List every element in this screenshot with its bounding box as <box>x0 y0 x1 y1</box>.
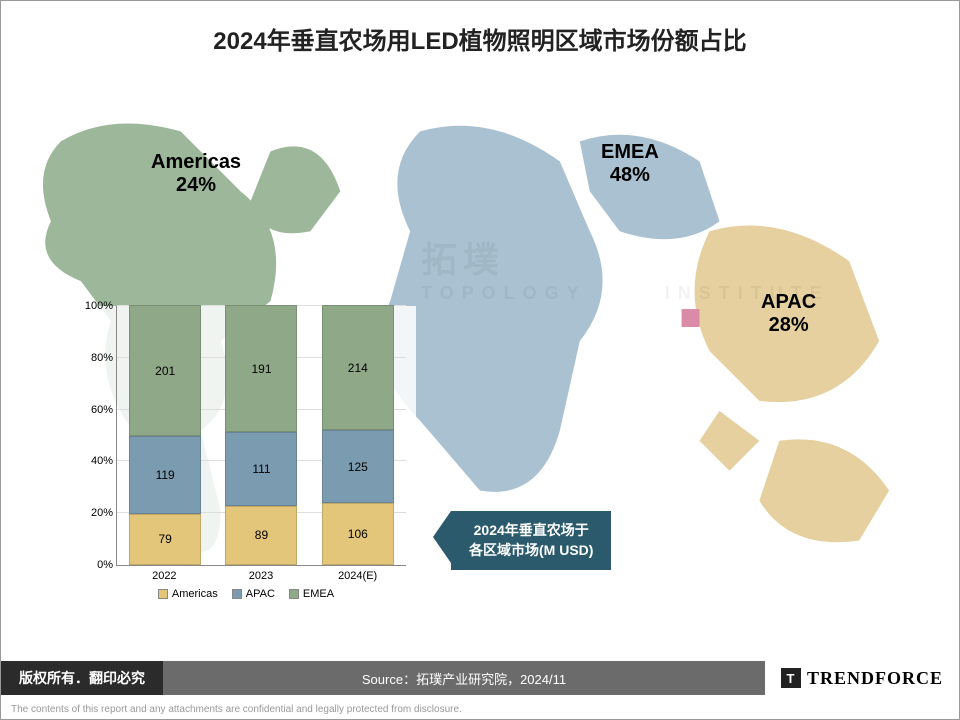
legend-item-emea: EMEA <box>289 588 334 600</box>
legend-swatch <box>232 589 242 599</box>
y-tick: 100% <box>85 300 113 312</box>
bar-segment-emea: 201 <box>129 305 201 436</box>
copyright-text: 版权所有．翻印必究 <box>1 661 163 695</box>
y-tick: 60% <box>91 404 113 416</box>
watermark-line1: 拓墣 <box>421 231 830 283</box>
watermark-line2: TOPOLOGY INSTITUTE <box>421 283 830 304</box>
y-tick: 20% <box>91 507 113 519</box>
y-axis: 0%20%40%60%80%100% <box>77 306 115 565</box>
bar-column: 19111189 <box>225 305 297 565</box>
label-americas-name: Americas <box>151 151 241 174</box>
bar-segment-apac: 125 <box>322 430 394 503</box>
y-tick: 40% <box>91 455 113 467</box>
bar-segment-americas: 79 <box>129 514 201 565</box>
brand-logo: T TRENDFORCE <box>765 661 959 695</box>
x-label: 2022 <box>128 570 200 582</box>
x-label: 2024(E) <box>322 570 394 582</box>
legend-item-americas: Americas <box>158 588 218 600</box>
source-text: Source：拓璞产业研究院，2024/11 <box>163 669 765 688</box>
bar-segment-emea: 191 <box>225 305 297 432</box>
stacked-bar-chart: 0%20%40%60%80%100% 201119791911118921412… <box>76 306 416 600</box>
bars-container: 20111979 19111189 214125106 <box>117 306 406 565</box>
callout-box: 2024年垂直农场于 各区域市场(M USD) <box>451 511 611 570</box>
callout-line1: 2024年垂直农场于 <box>469 521 593 541</box>
x-axis-labels: 2022 2023 2024(E) <box>116 566 406 582</box>
bar-segment-apac: 111 <box>225 432 297 506</box>
y-tick: 0% <box>97 559 113 571</box>
bar-column: 214125106 <box>322 305 394 565</box>
label-emea-pct: 48% <box>601 164 659 187</box>
x-label: 2023 <box>225 570 297 582</box>
chart-legend: Americas APAC EMEA <box>76 582 416 600</box>
legend-item-apac: APAC <box>232 588 275 600</box>
page-root: 2024年垂直农场用LED植物照明区域市场份额占比 Americas 24% <box>0 0 960 720</box>
bar-segment-americas: 106 <box>322 503 394 565</box>
label-americas: Americas 24% <box>151 151 241 197</box>
y-tick: 80% <box>91 352 113 364</box>
watermark: 拓墣 TOPOLOGY INSTITUTE <box>421 231 830 304</box>
map-highlight-box <box>682 309 700 327</box>
legend-swatch <box>289 589 299 599</box>
bar-column: 20111979 <box>129 305 201 565</box>
label-emea-name: EMEA <box>601 141 659 164</box>
chart-title: 2024年垂直农场用LED植物照明区域市场份额占比 <box>1 21 959 56</box>
chart-plot-area: 0%20%40%60%80%100% 201119791911118921412… <box>116 306 406 566</box>
legend-swatch <box>158 589 168 599</box>
map-emea <box>380 126 719 492</box>
bar-segment-americas: 89 <box>225 506 297 565</box>
footer-band: 版权所有．翻印必究 Source：拓璞产业研究院，2024/11 T TREND… <box>1 661 959 695</box>
label-americas-pct: 24% <box>151 174 241 197</box>
disclaimer-text: The contents of this report and any atta… <box>11 704 462 715</box>
brand-text: TRENDFORCE <box>807 668 943 689</box>
bar-segment-apac: 119 <box>129 436 201 514</box>
label-emea: EMEA 48% <box>601 141 659 187</box>
brand-icon: T <box>781 668 801 688</box>
bar-segment-emea: 214 <box>322 305 394 430</box>
callout-line2: 各区域市场(M USD) <box>469 541 593 561</box>
label-apac-pct: 28% <box>761 314 816 337</box>
